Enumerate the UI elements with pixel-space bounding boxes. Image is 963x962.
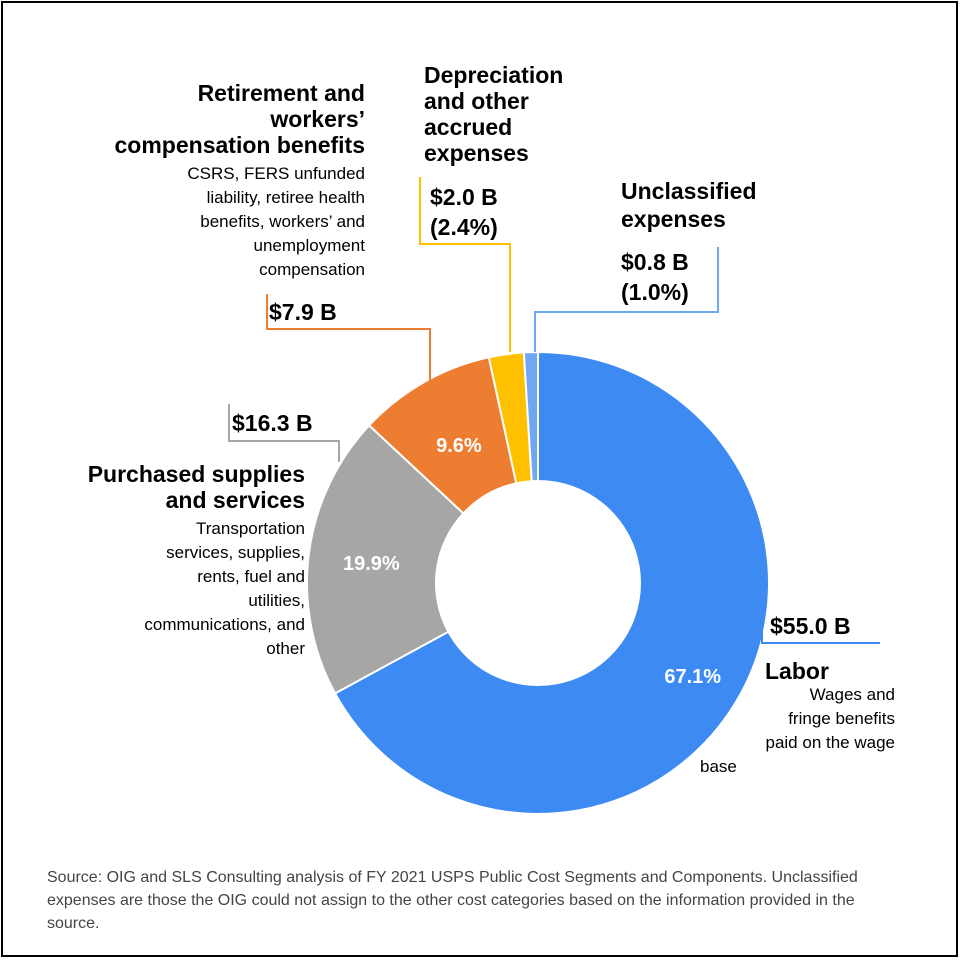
depreciation-value-block: $2.0 B (2.4%)	[430, 182, 498, 242]
leader-line-retirement	[266, 294, 431, 382]
purchased-title: Purchased supplies and services	[87, 461, 305, 513]
unclassified-percent: (1.0%)	[621, 279, 689, 305]
purchased-description: Transportation services, supplies, rents…	[144, 519, 305, 658]
leader-line-depreciation	[419, 177, 511, 352]
percent-labels: 67.1% 19.9% 9.6%	[343, 435, 721, 688]
retirement-title: Retirement and workers’ compensation ben…	[114, 80, 365, 158]
retirement-value: $7.9 B	[269, 299, 337, 325]
depreciation-percent: (2.4%)	[430, 214, 498, 240]
unclassified-value-block: $0.8 B (1.0%)	[621, 247, 689, 307]
unclassified-value: $0.8 B	[621, 249, 689, 275]
source-note: Source: OIG and SLS Consulting analysis …	[47, 869, 858, 932]
leader-line-labor	[761, 605, 880, 644]
percent-label-retirement: 9.6%	[436, 435, 482, 457]
slice-unclassified	[522, 350, 539, 483]
unclassified-title: Unclassified expenses	[621, 178, 757, 232]
purchased-value: $16.3 B	[232, 410, 313, 436]
labor-title: Labor	[765, 658, 829, 684]
labor-value: $55.0 B	[770, 613, 851, 639]
depreciation-value: $2.0 B	[430, 184, 498, 210]
leader-line-unclassified	[534, 247, 719, 352]
slice-labor	[333, 350, 770, 815]
leader-lines	[228, 177, 880, 644]
retirement-description: CSRS, FERS unfunded liability, retiree h…	[187, 164, 365, 279]
leader-line-purchased	[228, 404, 340, 462]
donut-slices	[306, 350, 770, 815]
percent-label-purchased: 19.9%	[343, 553, 400, 575]
percent-label-labor: 67.1%	[664, 666, 721, 688]
depreciation-title: Depreciation and other accrued expenses	[424, 62, 564, 166]
purchased-label: Purchased supplies and services Transpor…	[30, 461, 305, 661]
retirement-label: Retirement and workers’ compensation ben…	[40, 80, 365, 282]
slice-purchased	[306, 423, 465, 695]
labor-description: Wages and fringe benefits paid on the wa…	[700, 685, 895, 776]
